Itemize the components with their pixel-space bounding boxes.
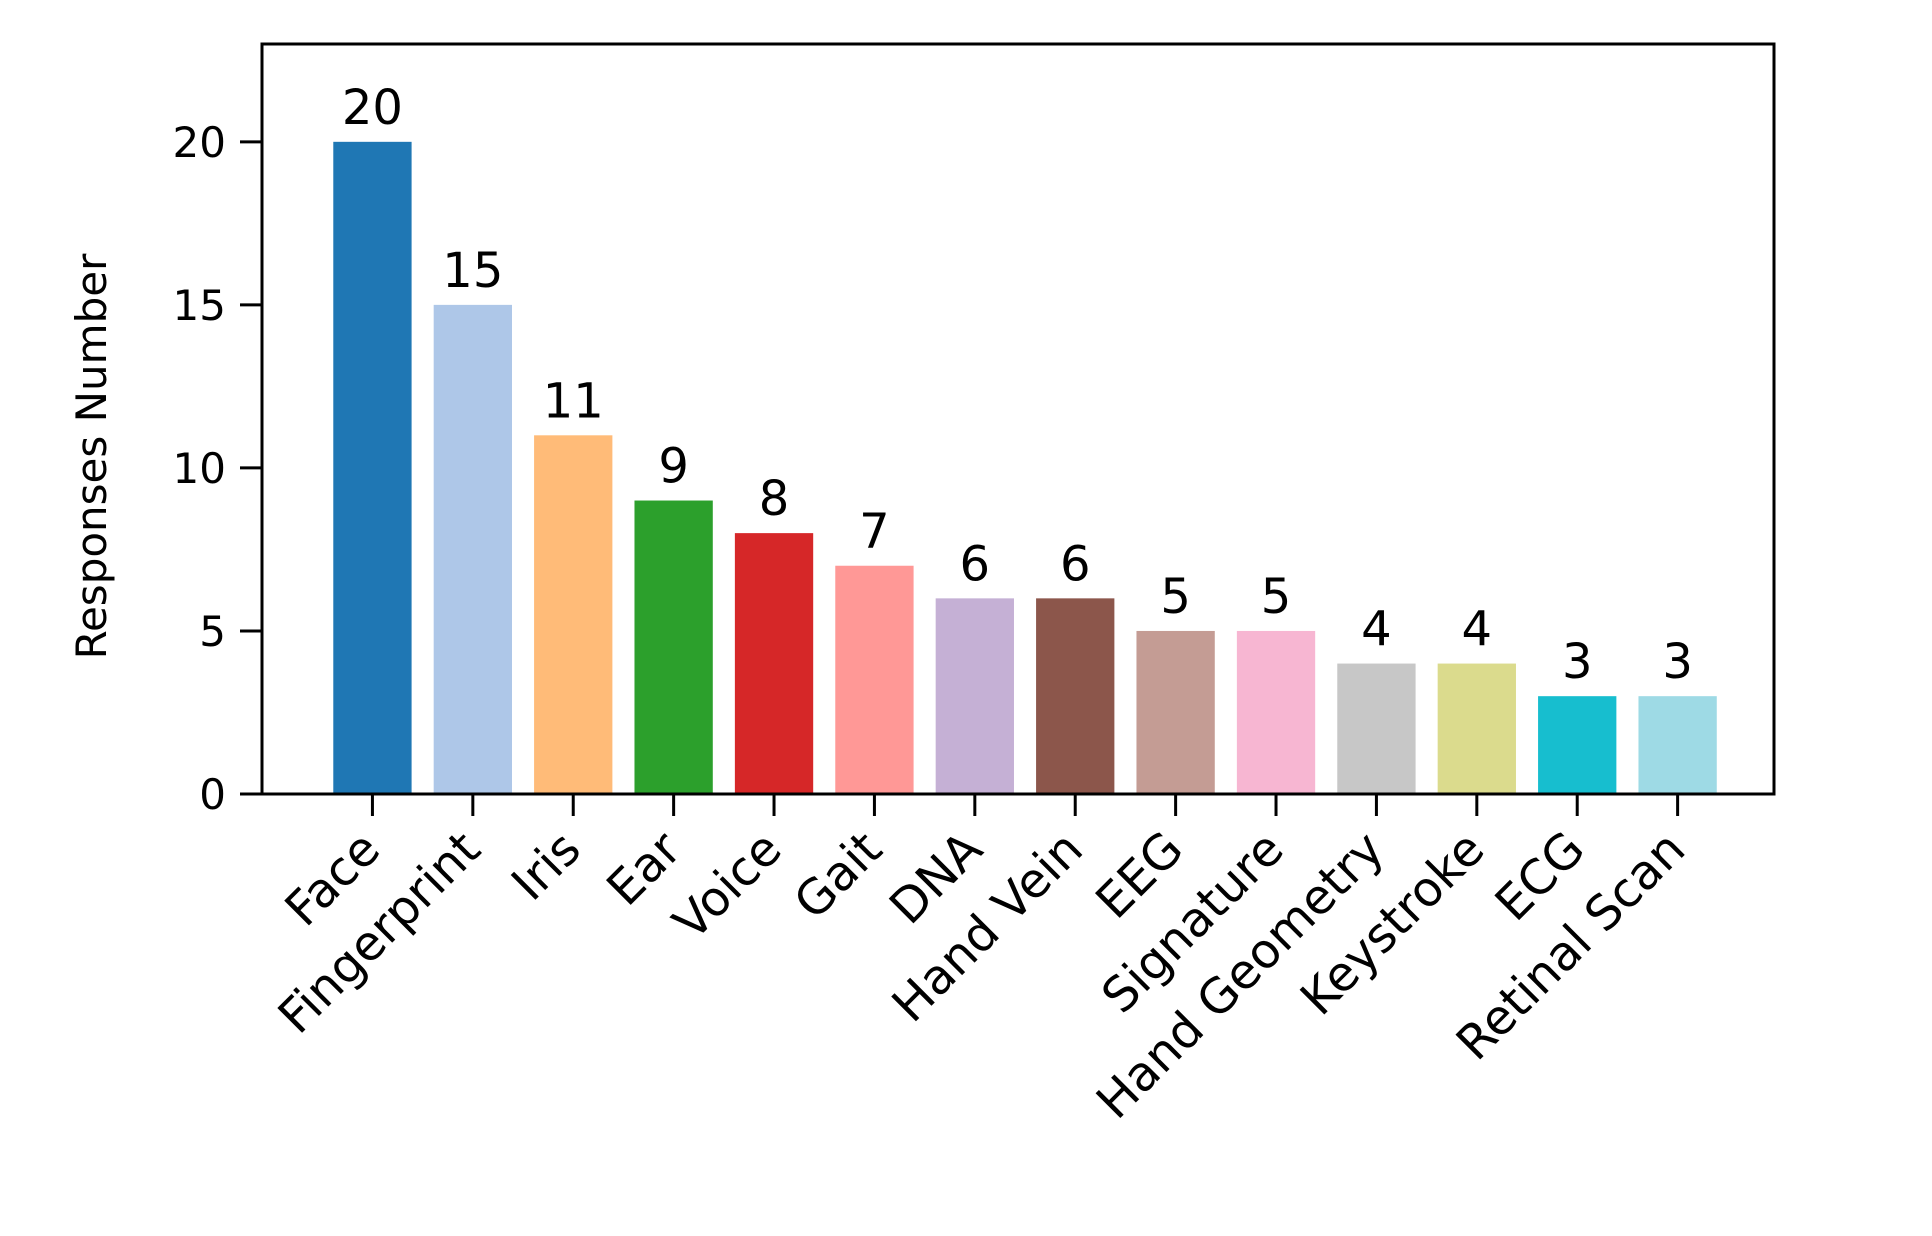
- data-label-iris: 11: [543, 373, 604, 429]
- data-label-signature: 5: [1261, 569, 1292, 625]
- y-tick-label-5: 5: [199, 607, 226, 656]
- bar-retinal-scan: [1638, 696, 1717, 794]
- plot-frame: [260, 42, 1776, 796]
- bar-face: [333, 141, 412, 795]
- y-axis-title: Responses Number: [67, 253, 116, 659]
- data-label-retinal-scan: 3: [1662, 634, 1693, 690]
- bar-iris: [534, 435, 613, 794]
- bar-voice: [734, 533, 814, 794]
- bar-hand-vein: [1036, 598, 1115, 794]
- bar-keystroke: [1437, 663, 1516, 794]
- x-tick-label-voice: Voice: [663, 821, 793, 951]
- bar-fingerprint: [433, 304, 512, 794]
- data-label-gait: 7: [859, 504, 890, 560]
- y-tick-label-0: 0: [199, 770, 226, 819]
- data-label-ear: 9: [658, 439, 689, 495]
- y-tick-label-10: 10: [173, 444, 226, 493]
- bar-eeg: [1136, 630, 1215, 794]
- data-label-keystroke: 4: [1462, 602, 1493, 658]
- bar-hand-geometry: [1337, 663, 1416, 794]
- data-label-dna: 6: [960, 536, 991, 592]
- y-axis: 0 5 10 15 20: [173, 118, 262, 819]
- bars-layer: [333, 141, 1717, 795]
- data-label-face: 20: [342, 80, 403, 136]
- bar-ecg: [1538, 696, 1617, 794]
- data-label-eeg: 5: [1160, 569, 1191, 625]
- bar-ear: [634, 500, 713, 794]
- bar-dna: [935, 598, 1014, 794]
- x-tick-label-iris: Iris: [501, 821, 592, 912]
- data-label-ecg: 3: [1562, 634, 1593, 690]
- bar-gait: [835, 565, 914, 794]
- data-label-hand-geometry: 4: [1361, 602, 1392, 658]
- y-tick-label-15: 15: [173, 281, 226, 330]
- y-tick-label-20: 20: [173, 118, 226, 167]
- data-labels: 20 15 11 9 8 7 6 6 5 5 4 4 3 3: [342, 80, 1693, 690]
- data-label-voice: 8: [759, 471, 790, 527]
- data-label-fingerprint: 15: [442, 243, 503, 299]
- data-label-hand-vein: 6: [1060, 536, 1091, 592]
- x-tick-label-gait: Gait: [783, 821, 892, 930]
- bar-signature: [1236, 630, 1316, 794]
